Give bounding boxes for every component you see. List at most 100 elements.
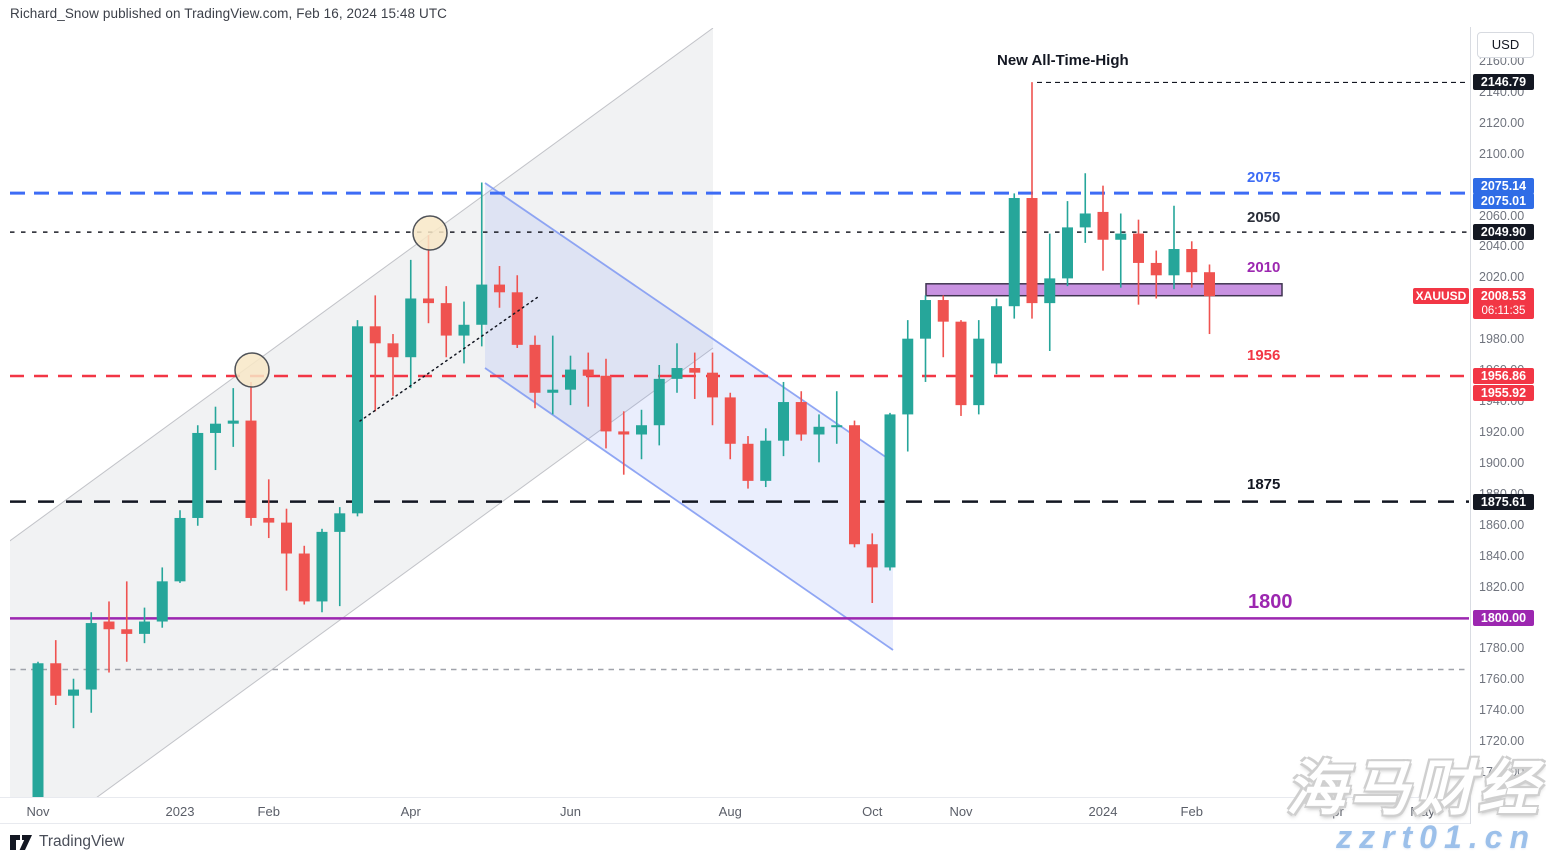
price-badge-1800.00: 1800.00 — [1473, 610, 1534, 627]
candle — [760, 428, 772, 488]
candle — [813, 414, 825, 463]
candle — [902, 320, 914, 452]
tradingview-logo[interactable]: TradingView — [10, 833, 124, 851]
price-tick: 2020.00 — [1479, 270, 1525, 285]
candlestick-series — [32, 82, 1215, 797]
level-label-2075[interactable]: 2075 — [1247, 169, 1281, 186]
candle — [352, 320, 363, 517]
price-tick: 1920.00 — [1479, 424, 1525, 439]
candle — [1026, 82, 1038, 319]
price-tick: 1980.00 — [1479, 332, 1525, 347]
support-zone-box[interactable] — [925, 283, 1283, 297]
candle — [32, 661, 44, 797]
candle — [458, 301, 470, 364]
time-label-May: May — [1410, 804, 1435, 819]
time-label-2023: 2023 — [165, 804, 195, 819]
candle — [1097, 185, 1109, 271]
price-tick: 2100.00 — [1479, 146, 1525, 161]
annotation-new-ath[interactable]: New All-Time-High — [997, 52, 1129, 69]
candle — [174, 510, 186, 583]
time-label-Apr: Apr — [400, 804, 421, 819]
candle — [440, 286, 452, 358]
price-badge-2146.79: 2146.79 — [1473, 74, 1534, 91]
candle — [1008, 193, 1020, 319]
candle — [866, 533, 878, 603]
time-label-Feb: Feb — [257, 804, 280, 819]
candle — [1186, 241, 1198, 288]
price-badge-2049.90: 2049.90 — [1473, 224, 1534, 241]
candle — [1168, 205, 1180, 290]
time-label-Jun: Jun — [560, 804, 581, 819]
level-label-2010[interactable]: 2010 — [1247, 259, 1281, 276]
candle — [937, 295, 949, 358]
current-price-badge: 2008.53 06:11:35 — [1473, 288, 1534, 320]
candle — [1204, 264, 1215, 335]
time-label-2024: 2024 — [1088, 804, 1118, 819]
candle — [582, 352, 594, 407]
current-price-value: 2008.53 — [1480, 289, 1527, 304]
highlight-circle-marker[interactable] — [234, 352, 270, 388]
candle — [671, 343, 683, 393]
tradingview-logo-text: TradingView — [39, 833, 125, 850]
level-label-1875[interactable]: 1875 — [1247, 476, 1281, 493]
currency-selector-button[interactable]: USD — [1477, 32, 1534, 58]
bar-countdown: 06:11:35 — [1481, 305, 1526, 318]
price-tick: 1900.00 — [1479, 455, 1525, 470]
price-tick: 1720.00 — [1479, 734, 1525, 749]
candle — [1079, 173, 1091, 243]
symbol-tag: XAUUSD — [1413, 288, 1469, 305]
time-label-Nov: Nov — [949, 804, 973, 819]
candle — [1150, 250, 1162, 299]
candle — [689, 352, 701, 399]
candle — [973, 320, 985, 415]
candle — [565, 355, 576, 406]
dotted-trendline[interactable] — [359, 296, 539, 422]
level-label-1956[interactable]: 1956 — [1247, 347, 1281, 364]
time-label-Apr: Apr — [1323, 804, 1344, 819]
price-tick: 1820.00 — [1479, 579, 1525, 594]
candle — [387, 334, 399, 396]
candle — [281, 508, 292, 591]
time-axis[interactable]: Nov 2023 Feb Apr Jun Aug Oct Nov 2024 Feb Apr May — [0, 797, 1470, 824]
candle — [68, 678, 79, 729]
candle — [724, 392, 736, 460]
price-tick: 1840.00 — [1479, 548, 1525, 563]
price-tick: 1700.00 — [1479, 765, 1525, 779]
candle — [795, 391, 807, 441]
candle — [405, 259, 417, 389]
price-axis[interactable]: USD 2160.002140.002120.002100.002080.002… — [1413, 27, 1546, 824]
price-tick: 1740.00 — [1479, 703, 1525, 718]
candle — [618, 411, 630, 475]
candle — [245, 381, 257, 526]
candle — [316, 528, 328, 613]
price-tick: 2120.00 — [1479, 115, 1525, 130]
candle — [991, 298, 1002, 375]
candle — [210, 406, 221, 471]
price-badge-1956.86: 1956.86 — [1473, 367, 1534, 384]
price-badge-1875.61: 1875.61 — [1473, 493, 1534, 510]
level-label-1800[interactable]: 1800 — [1248, 591, 1293, 613]
candle — [1044, 233, 1056, 352]
candle — [476, 182, 488, 347]
candle — [121, 581, 133, 662]
candle — [494, 266, 505, 308]
candle — [85, 612, 97, 713]
candle — [547, 335, 559, 415]
candle — [849, 420, 860, 548]
candle — [653, 364, 665, 446]
candle — [1115, 213, 1127, 288]
price-tick: 1780.00 — [1479, 641, 1525, 656]
time-label-Aug: Aug — [718, 804, 742, 819]
candle — [884, 412, 896, 571]
price-badge-2075.01: 2075.01 — [1473, 192, 1534, 209]
candle — [227, 388, 239, 447]
header: Richard_Snow published on TradingView.co… — [0, 0, 1546, 27]
candle — [192, 425, 204, 526]
highlight-circle-marker[interactable] — [412, 215, 448, 251]
time-label-Feb: Feb — [1180, 804, 1203, 819]
price-badge-2075.14: 2075.14 — [1473, 177, 1534, 194]
level-label-2050[interactable]: 2050 — [1247, 209, 1281, 226]
price-tick: 2040.00 — [1479, 239, 1525, 254]
